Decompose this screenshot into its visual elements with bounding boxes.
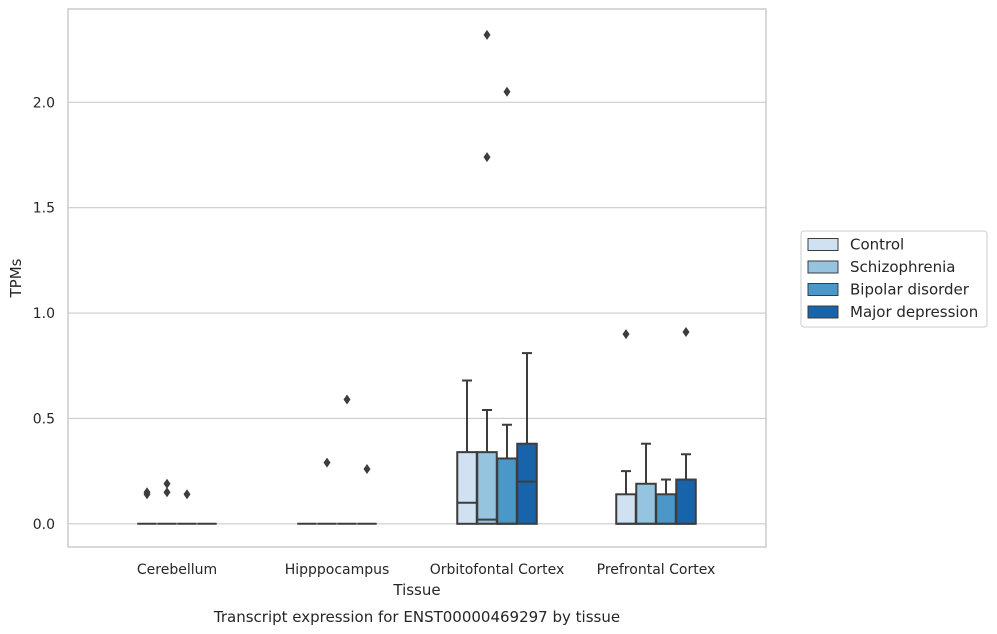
plot-area — [67, 8, 767, 548]
outlier-marker — [483, 29, 491, 40]
outlier-marker — [622, 329, 630, 340]
box-2-0 — [456, 379, 478, 525]
legend-swatch — [807, 283, 839, 296]
x-axis-label: Tissue — [392, 581, 440, 599]
legend-swatch — [807, 305, 839, 319]
box — [635, 482, 657, 525]
box-3-3 — [675, 327, 697, 525]
x-axis-ticks: Cerebellum Hipppocampus Orbitofontal Corte… — [137, 562, 715, 578]
box-3-0 — [615, 329, 637, 525]
boxes-group — [137, 29, 697, 525]
outlier-marker — [143, 487, 151, 498]
outlier-marker — [163, 487, 171, 498]
box-0-1 — [157, 478, 177, 525]
box-1-3 — [357, 464, 377, 525]
x-tick-label: Hipppocampus — [285, 562, 390, 578]
box — [496, 457, 518, 525]
legend-label: Control — [850, 236, 904, 254]
box — [516, 442, 538, 525]
box — [675, 478, 697, 525]
y-tick-label: 1.5 — [33, 201, 55, 217]
box-3-2 — [655, 478, 677, 525]
outlier-marker — [363, 464, 371, 475]
box-2-3 — [516, 352, 538, 525]
outlier-marker — [323, 457, 331, 468]
outlier-marker — [682, 327, 690, 338]
chart-caption: Transcript expression for ENST0000046929… — [213, 608, 620, 626]
outlier-marker — [483, 152, 491, 163]
legend: Control Schizophrenia Bipolar disorder Majo… — [800, 230, 988, 328]
x-tick-label: Prefrontal Cortex — [597, 562, 716, 578]
box — [476, 451, 498, 525]
outlier-marker — [343, 394, 351, 405]
legend-frame — [800, 230, 988, 328]
y-tick-label: 0.5 — [33, 411, 55, 427]
outlier-marker — [163, 478, 171, 489]
outlier-marker — [183, 489, 191, 500]
y-axis-ticks: 0.0 0.5 1.0 1.5 2.0 — [33, 95, 55, 533]
y-axis-label: TPMs — [7, 258, 25, 298]
box-2-1 — [476, 29, 498, 525]
legend-label: Bipolar disorder — [850, 281, 970, 299]
box-2-2 — [496, 86, 518, 525]
box — [655, 493, 677, 525]
legend-swatch — [807, 238, 839, 251]
gridlines — [68, 101, 766, 525]
box — [615, 493, 637, 525]
box-1-1 — [317, 457, 337, 525]
y-tick-label: 2.0 — [33, 95, 55, 111]
y-tick-label: 0.0 — [33, 517, 55, 533]
outlier-marker — [503, 86, 511, 97]
y-tick-label: 1.0 — [33, 306, 55, 322]
box-3-1 — [635, 442, 657, 525]
box-0-2 — [177, 489, 197, 525]
x-tick-label: Cerebellum — [137, 562, 217, 578]
box-0-0 — [137, 487, 157, 525]
box-1-2 — [337, 394, 357, 525]
box — [456, 451, 478, 525]
x-tick-label: Orbitofontal Cortex — [430, 562, 565, 578]
legend-label: Schizophrenia — [850, 258, 955, 276]
legend-swatch — [807, 260, 839, 274]
legend-label: Major depression — [850, 303, 978, 321]
